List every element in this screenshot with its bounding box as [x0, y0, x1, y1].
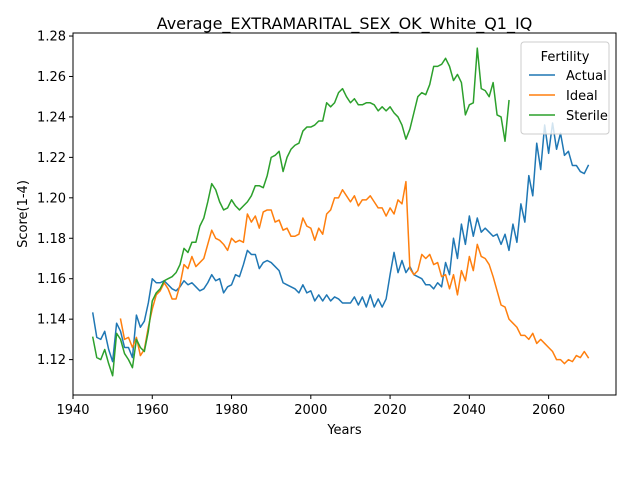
x-tick-label: 2000	[294, 403, 327, 418]
x-tick-label: 1980	[215, 403, 248, 418]
series-line-actual	[91, 122, 590, 363]
chart-title: Average_EXTRAMARITAL_SEX_OK_White_Q1_IQ	[157, 14, 533, 34]
legend-label-ideal: Ideal	[566, 89, 598, 104]
series-line-ideal	[119, 180, 590, 365]
legend: Fertility Actual Ideal Sterile	[520, 41, 610, 135]
y-tick-label: 1.14	[37, 313, 66, 328]
series-line-sterile	[91, 47, 510, 377]
y-axis-label: Score(1-4)	[16, 180, 31, 248]
x-tick-label: 1940	[56, 403, 89, 418]
y-tick-label: 1.22	[37, 151, 66, 166]
x-tick-label: 2060	[532, 403, 565, 418]
legend-label-actual: Actual	[566, 69, 607, 84]
y-axis: 1.12 1.14 1.16 1.18 1.20 1.22 1.24 1.26 1.28	[37, 30, 73, 368]
legend-label-sterile: Sterile	[566, 109, 608, 124]
y-tick-label: 1.28	[37, 30, 66, 45]
legend-box	[520, 41, 610, 135]
y-tick-label: 1.16	[37, 272, 66, 287]
y-tick-label: 1.20	[37, 191, 66, 206]
y-tick-label: 1.26	[37, 70, 66, 85]
x-axis: 1940 1960 1980 2000 2020 2040 2060	[56, 395, 565, 418]
x-tick-label: 2040	[453, 403, 486, 418]
x-tick-label: 2020	[374, 403, 407, 418]
x-axis-label: Years	[326, 423, 362, 438]
axes-frame	[72, 32, 617, 396]
y-tick-label: 1.18	[37, 232, 66, 247]
y-tick-label: 1.24	[37, 110, 66, 125]
y-tick-label: 1.12	[37, 353, 66, 368]
legend-title: Fertility	[541, 50, 590, 65]
plot-area	[91, 47, 590, 377]
x-tick-label: 1960	[136, 403, 169, 418]
